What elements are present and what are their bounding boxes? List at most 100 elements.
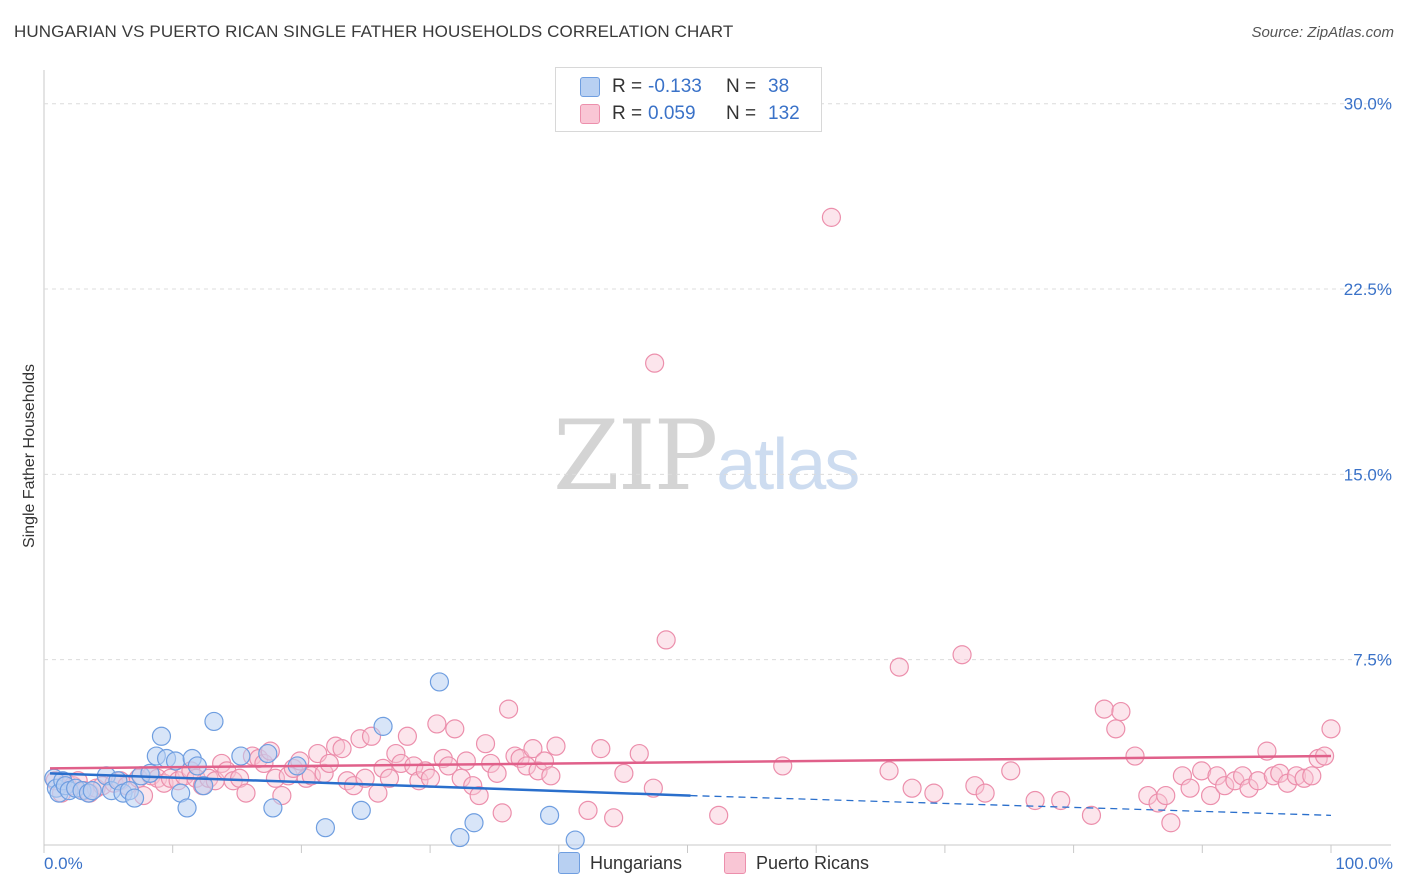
hungarian-point bbox=[258, 743, 278, 764]
puerto-rican-point bbox=[1215, 776, 1235, 796]
puerto-rican-point bbox=[332, 739, 352, 759]
puerto-rican-point bbox=[1148, 793, 1168, 813]
puerto-rican-point bbox=[591, 739, 611, 759]
puerto-rican-point bbox=[541, 766, 561, 786]
chart-title: HUNGARIAN VS PUERTO RICAN SINGLE FATHER … bbox=[14, 22, 734, 41]
puerto-rican-point bbox=[420, 768, 441, 788]
puerto-rican-point bbox=[492, 803, 512, 823]
puerto-rican-point bbox=[1294, 768, 1314, 788]
puerto-rican-point bbox=[1302, 766, 1322, 786]
puerto-rican-point bbox=[1161, 813, 1181, 833]
bottom-legend-label-hungarians: Hungarians bbox=[590, 852, 683, 873]
bottom-legend-swatch-puerto-ricans bbox=[724, 852, 746, 874]
puerto-rican-point bbox=[1081, 805, 1102, 825]
puerto-rican-point bbox=[350, 729, 370, 749]
puerto-rican-point bbox=[1270, 763, 1290, 783]
puerto-rican-point bbox=[1180, 778, 1200, 798]
puerto-rican-point bbox=[952, 645, 972, 665]
puerto-rican-point bbox=[1286, 766, 1307, 786]
puerto-rican-point bbox=[475, 734, 496, 754]
hungarian-point bbox=[263, 798, 283, 818]
puerto-rican-point bbox=[578, 800, 598, 821]
puerto-rican-point bbox=[1207, 766, 1227, 786]
puerto-rican-point bbox=[1233, 766, 1253, 786]
legend-r-label: R = bbox=[612, 76, 643, 97]
puerto-rican-point bbox=[1051, 790, 1071, 811]
puerto-rican-point bbox=[319, 753, 339, 774]
hungarian-point bbox=[429, 672, 450, 692]
hungarian-point bbox=[151, 726, 172, 746]
puerto-rican-point bbox=[656, 630, 676, 650]
puerto-rican-point bbox=[343, 776, 364, 796]
puerto-rican-point bbox=[629, 743, 649, 764]
puerto-rican-point bbox=[1094, 699, 1114, 719]
legend-n-label: N = bbox=[726, 76, 757, 97]
source-credit: Source: ZipAtlas.com bbox=[1251, 24, 1394, 41]
y-tick-label: 30.0% bbox=[1344, 95, 1392, 114]
puerto-rican-point bbox=[1106, 719, 1126, 739]
puerto-rican-point bbox=[1248, 771, 1268, 791]
puerto-rican-point bbox=[1200, 785, 1221, 806]
hungarian-point bbox=[231, 746, 251, 766]
watermark: ZIPatlas bbox=[553, 400, 860, 512]
puerto-rican-point bbox=[355, 768, 375, 788]
puerto-rican-point bbox=[379, 768, 400, 788]
puerto-rican-trend-line bbox=[49, 754, 1332, 770]
puerto-rican-point bbox=[1192, 761, 1212, 781]
puerto-rican-point bbox=[438, 756, 458, 776]
hungarian-point bbox=[565, 830, 585, 850]
puerto-rican-point bbox=[902, 778, 922, 798]
puerto-rican-point bbox=[397, 726, 417, 746]
legend-row-puerto-ricans: R = 0.059 N = 132 bbox=[580, 101, 800, 127]
watermark-atlas: atlas bbox=[716, 425, 860, 505]
hungarian-point bbox=[204, 711, 224, 732]
puerto-rican-point bbox=[889, 657, 909, 677]
correlation-legend: R = -0.133 N = 38 R = 0.059 N = 132 bbox=[555, 67, 822, 132]
puerto-rican-point bbox=[445, 719, 465, 739]
puerto-rican-point bbox=[456, 751, 476, 771]
hungarian-point bbox=[194, 776, 214, 796]
puerto-rican-point bbox=[1156, 785, 1176, 806]
hungarian-point bbox=[450, 827, 470, 848]
puerto-rican-point bbox=[924, 783, 944, 803]
puerto-rican-point bbox=[879, 761, 899, 781]
puerto-rican-point bbox=[368, 783, 388, 803]
puerto-rican-point bbox=[523, 739, 543, 759]
puerto-rican-point bbox=[386, 743, 406, 764]
legend-n-label: N = bbox=[726, 103, 757, 124]
legend-swatch-puerto-ricans bbox=[580, 104, 600, 124]
puerto-rican-point bbox=[463, 776, 483, 796]
y-tick-label: 15.0% bbox=[1344, 465, 1392, 484]
legend-r-label: R = bbox=[612, 103, 643, 124]
puerto-rican-point bbox=[773, 756, 793, 776]
x-tick-label-max: 100.0% bbox=[1335, 854, 1393, 873]
puerto-rican-point bbox=[528, 761, 548, 781]
puerto-rican-point bbox=[1025, 790, 1045, 811]
y-tick-label: 7.5% bbox=[1353, 651, 1392, 670]
hungarian-point bbox=[315, 818, 336, 838]
puerto-rican-point bbox=[645, 353, 665, 373]
hungarian-point bbox=[177, 798, 197, 818]
bottom-legend-hungarians: Hungarians bbox=[558, 852, 682, 874]
y-tick-label: 22.5% bbox=[1344, 280, 1392, 299]
puerto-rican-point bbox=[1001, 761, 1021, 781]
hungarian-point bbox=[373, 716, 393, 736]
puerto-rican-point bbox=[1111, 701, 1131, 722]
puerto-rican-point bbox=[546, 736, 566, 756]
hungarian-point bbox=[82, 781, 102, 801]
bottom-legend-label-puerto-ricans: Puerto Ricans bbox=[756, 852, 870, 873]
x-tick-label-min: 0.0% bbox=[44, 854, 83, 873]
puerto-rican-point bbox=[1321, 719, 1341, 739]
bottom-legend-puerto-ricans: Puerto Ricans bbox=[724, 852, 869, 874]
puerto-rican-point bbox=[469, 785, 489, 806]
puerto-rican-point bbox=[516, 756, 537, 776]
puerto-rican-point bbox=[236, 783, 256, 803]
puerto-rican-point bbox=[965, 776, 985, 796]
legend-r-value-puerto-ricans: 0.059 bbox=[648, 103, 696, 124]
puerto-rican-point bbox=[498, 699, 519, 719]
hungarian-trend-extension bbox=[690, 794, 1332, 816]
bottom-legend-swatch-hungarians bbox=[558, 852, 580, 874]
puerto-rican-point bbox=[643, 778, 663, 798]
watermark-zip: ZIP bbox=[553, 400, 718, 512]
puerto-rican-point bbox=[1125, 746, 1145, 766]
